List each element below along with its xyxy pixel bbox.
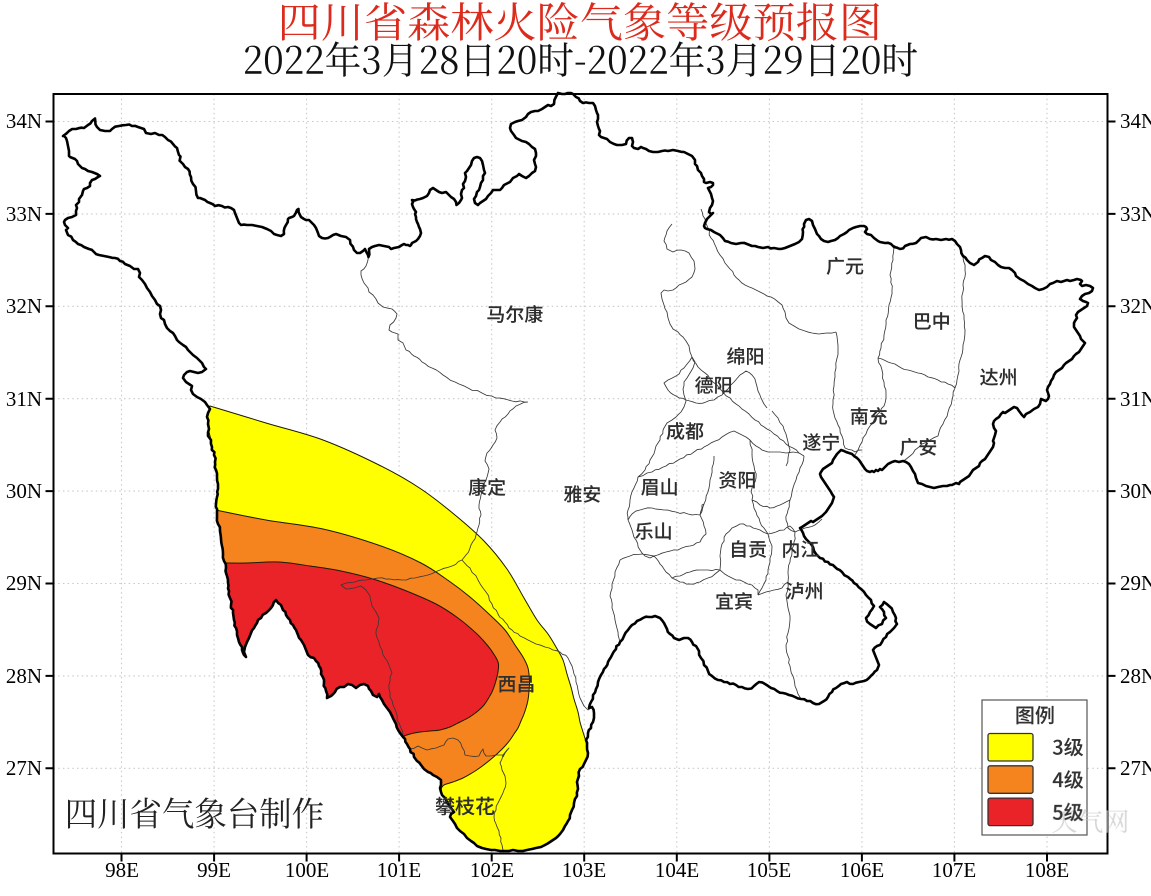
svg-text:108E: 108E [1025,858,1069,882]
svg-text:107E: 107E [932,858,976,882]
svg-text:27N: 27N [6,756,42,780]
svg-text:29N: 29N [1120,571,1151,595]
svg-text:106E: 106E [840,858,884,882]
svg-text:32N: 32N [6,294,42,318]
svg-text:103E: 103E [562,858,606,882]
svg-text:28N: 28N [1120,664,1151,688]
svg-text:31N: 31N [6,387,42,411]
svg-text:34N: 34N [1120,109,1151,133]
svg-text:99E: 99E [197,858,231,882]
svg-text:105E: 105E [747,858,791,882]
svg-text:33N: 33N [6,202,42,226]
svg-text:102E: 102E [470,858,514,882]
svg-text:34N: 34N [6,109,42,133]
svg-text:33N: 33N [1120,202,1151,226]
svg-text:31N: 31N [1120,387,1151,411]
svg-text:27N: 27N [1120,756,1151,780]
svg-text:28N: 28N [6,664,42,688]
svg-text:101E: 101E [377,858,421,882]
svg-text:30N: 30N [1120,479,1151,503]
svg-text:98E: 98E [105,858,139,882]
svg-text:32N: 32N [1120,294,1151,318]
svg-text:29N: 29N [6,571,42,595]
svg-text:100E: 100E [285,858,329,882]
svg-text:104E: 104E [655,858,699,882]
svg-text:30N: 30N [6,479,42,503]
